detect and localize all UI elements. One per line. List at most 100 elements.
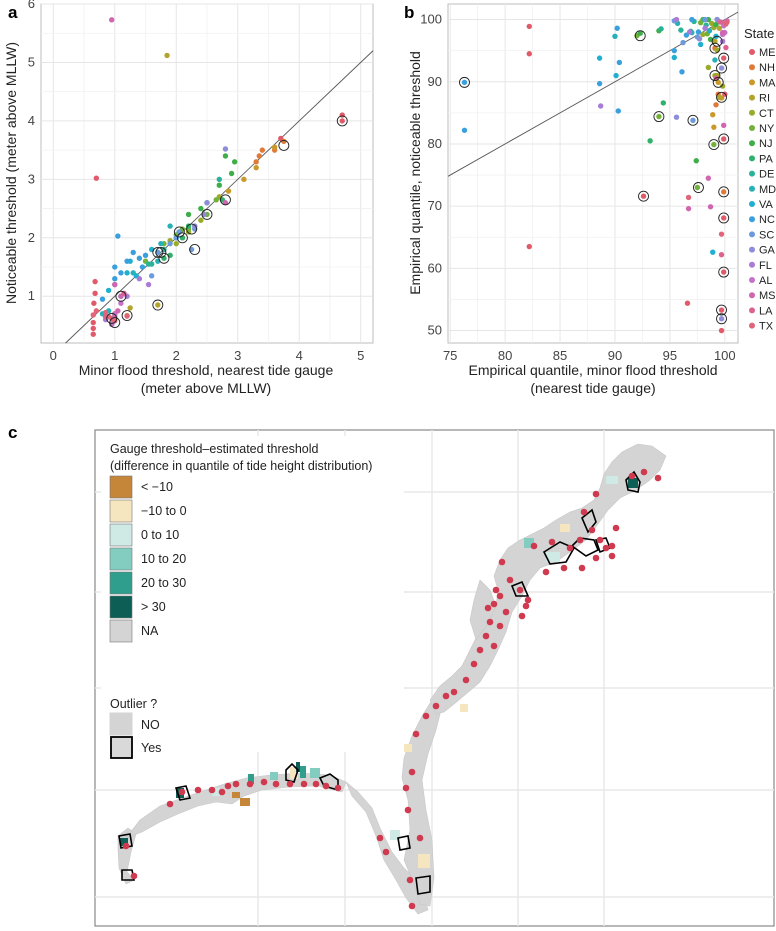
legend-label-ct: CT: [759, 108, 774, 120]
category-label: −10 to 0: [141, 504, 187, 518]
point-va: [697, 41, 704, 48]
tide-gauge: [486, 618, 494, 626]
point-fl: [673, 16, 680, 23]
point-ri: [155, 302, 161, 308]
tide-gauge: [382, 848, 390, 856]
patch-neg10-0: [404, 744, 412, 752]
legend-dot-ny: [749, 125, 755, 131]
tide-gauge: [476, 646, 484, 654]
patch-10-20: [524, 538, 534, 548]
point-md: [167, 223, 173, 229]
point-la: [723, 44, 729, 51]
point-me: [721, 136, 727, 142]
point-ri: [127, 305, 133, 311]
x-tick-label: 100: [714, 348, 736, 363]
outlier-ring: [634, 30, 646, 42]
point-tx: [90, 312, 96, 318]
tide-gauge: [194, 786, 202, 794]
y-tick-label: 80: [428, 136, 442, 151]
tide-gauge: [406, 876, 414, 884]
point-ct: [198, 217, 204, 223]
tide-gauge: [404, 806, 412, 814]
y-tick-label: 3: [28, 171, 35, 186]
point-ct: [705, 64, 712, 71]
legend-label-ga: GA: [759, 245, 776, 257]
point-me: [339, 118, 345, 124]
point-nc: [679, 69, 685, 75]
tide-gauge: [408, 768, 416, 776]
point-ny: [711, 141, 717, 148]
patch-neg10-0: [460, 704, 468, 712]
legend-label-md: MD: [759, 184, 776, 196]
point-tx: [124, 313, 130, 319]
one-to-one-line: [447, 11, 739, 177]
point-me: [718, 307, 725, 313]
category-swatch: [109, 547, 133, 571]
outlier-no-swatch: [109, 712, 133, 736]
map-region-chesapeake: [469, 579, 497, 641]
outlier-ring: [106, 313, 118, 324]
x-tick-label: 75: [443, 348, 457, 363]
tide-gauge: [576, 536, 584, 544]
point-ms: [115, 308, 121, 314]
point-sc: [680, 39, 686, 46]
point-va: [613, 72, 619, 79]
patch-gt30: [120, 838, 128, 846]
outlier-outline: [415, 875, 431, 895]
point-me: [90, 319, 96, 326]
map-tide-gauges: [122, 468, 662, 910]
point-nc: [671, 47, 677, 54]
point-me: [526, 243, 532, 250]
outlier-outline: [285, 762, 299, 783]
outlier-outline: [397, 835, 411, 851]
point-la: [718, 251, 725, 258]
legend-dot-nh: [749, 64, 755, 71]
category-label: 20 to 30: [141, 576, 186, 590]
point-me: [91, 300, 97, 306]
y-tick-label: 2: [28, 230, 35, 245]
point-ri: [716, 25, 723, 31]
point-ms: [109, 17, 115, 23]
point-de: [658, 26, 664, 32]
legend-label-fl: FL: [759, 260, 772, 272]
tide-gauge: [496, 622, 504, 630]
outlier-ring: [201, 208, 213, 220]
point-ga: [673, 114, 680, 120]
x-tick-label: 85: [553, 348, 567, 363]
point-me: [90, 325, 96, 332]
outlier-outline: [121, 869, 135, 881]
point-nc: [115, 233, 121, 239]
legend-dot-nj: [749, 140, 755, 147]
point-ri: [164, 52, 170, 59]
legend-dot-de: [749, 170, 755, 177]
point-me: [339, 112, 345, 118]
point-ma: [253, 164, 259, 171]
y-tick-label: 6: [28, 0, 35, 11]
point-pa: [660, 100, 667, 106]
tide-gauge: [496, 592, 504, 600]
legend-label-sc: SC: [759, 229, 774, 241]
point-nc: [124, 258, 130, 264]
point-ma: [271, 144, 278, 150]
outlier-ring: [155, 246, 167, 258]
point-sc: [690, 117, 696, 124]
point-va: [671, 54, 677, 61]
point-nc: [136, 255, 143, 261]
point-va: [596, 55, 603, 61]
patch-gt30: [296, 762, 300, 772]
outlier-outline: [510, 580, 530, 597]
point-nj: [185, 211, 192, 218]
outlier-ring: [121, 310, 133, 321]
outlier-ring: [459, 76, 470, 88]
point-me: [526, 23, 532, 30]
point-nc: [596, 80, 603, 87]
point-nj: [693, 158, 699, 164]
panel-b-ylabel: Empirical quantile, noticeable threshold: [407, 51, 423, 295]
outlier-ring: [716, 304, 727, 316]
outlier-ring: [716, 313, 727, 325]
point-tx: [724, 19, 730, 25]
patch-gt30: [628, 478, 638, 488]
point-nc: [112, 264, 118, 270]
legend-dot-fl: [749, 261, 755, 268]
point-nc: [695, 29, 702, 35]
